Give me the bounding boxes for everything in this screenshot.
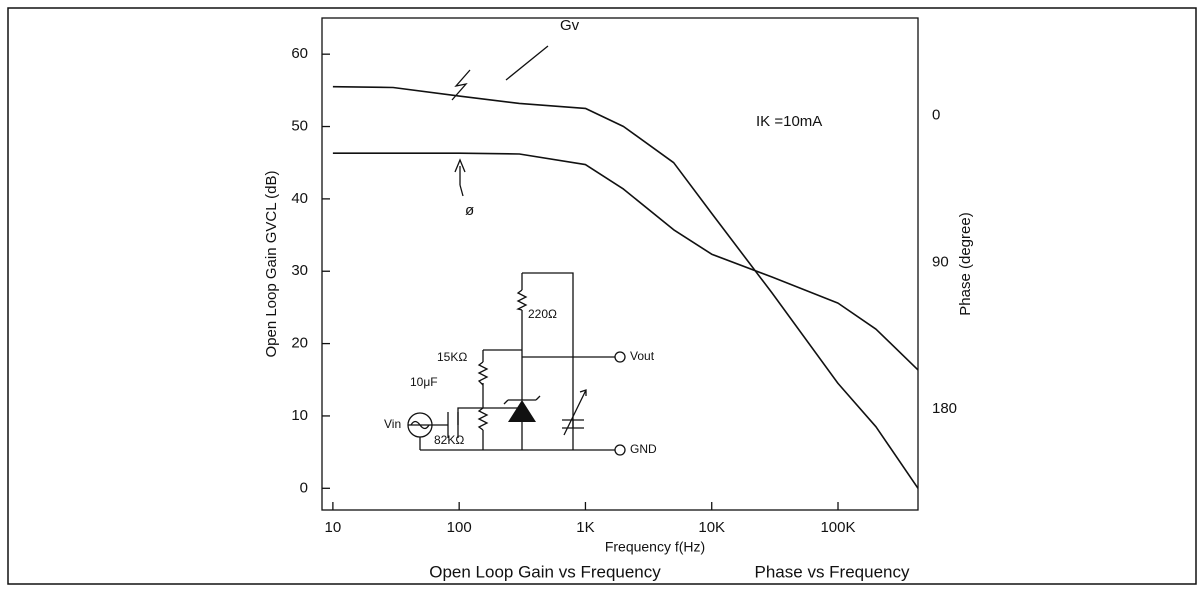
circuit-label: 10μF bbox=[410, 375, 438, 389]
x-tick-label: 10 bbox=[325, 519, 342, 536]
circuit-label: 15KΩ bbox=[437, 350, 467, 364]
phase-pointer bbox=[454, 158, 466, 197]
y-tick-label: 50 bbox=[291, 117, 308, 134]
annotation: IK =10mA bbox=[756, 113, 822, 130]
y-tick-label: 20 bbox=[291, 335, 308, 352]
chart-title: Open Loop Gain vs Frequency bbox=[429, 562, 661, 581]
x-axis-label: Frequency f(Hz) bbox=[605, 539, 705, 555]
series-line bbox=[332, 152, 919, 371]
circuit bbox=[407, 272, 626, 456]
y2-tick-label: 90 bbox=[932, 253, 949, 270]
plot-area bbox=[321, 17, 919, 511]
series-label: Gv bbox=[560, 17, 580, 34]
y2-axis-label: Phase (degree) bbox=[957, 212, 974, 315]
circuit-label: 220Ω bbox=[528, 307, 557, 321]
y-axis-label: Open Loop Gain GVCL (dB) bbox=[263, 170, 280, 357]
y-tick-label: 30 bbox=[291, 262, 308, 279]
x-tick-label: 100K bbox=[820, 519, 855, 536]
x-tick-label: 100 bbox=[447, 519, 472, 536]
circuit-label: Vout bbox=[630, 349, 655, 363]
y-tick-label: 0 bbox=[300, 479, 308, 496]
frame bbox=[7, 7, 1197, 585]
chart-subtitle: Phase vs Frequency bbox=[755, 562, 910, 581]
y2-tick-label: 0 bbox=[932, 107, 940, 124]
circuit-label: 82KΩ bbox=[434, 433, 464, 447]
x-tick-label: 1K bbox=[576, 519, 594, 536]
series-line bbox=[332, 85, 919, 489]
y-tick-label: 40 bbox=[291, 190, 308, 207]
series-label: ø bbox=[465, 202, 474, 219]
circuit-label: Vin bbox=[384, 417, 401, 431]
circuit-label: GND bbox=[630, 442, 657, 456]
x-tick-label: 10K bbox=[698, 519, 725, 536]
y2-tick-label: 180 bbox=[932, 400, 957, 417]
gv-pointer bbox=[451, 45, 549, 101]
y-tick-label: 10 bbox=[291, 407, 308, 424]
y-tick-label: 60 bbox=[291, 45, 308, 62]
